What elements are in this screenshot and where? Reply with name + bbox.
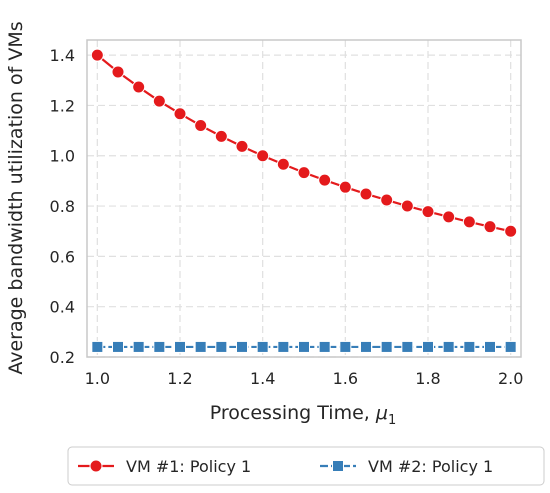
x-axis-label-subscript: 1 — [388, 413, 396, 428]
data-point — [112, 340, 124, 353]
data-point — [484, 340, 496, 353]
data-point — [360, 340, 372, 353]
data-point — [338, 180, 352, 194]
y-tick-label: 1.0 — [50, 147, 75, 166]
series-2 — [91, 340, 517, 353]
grid — [87, 40, 521, 358]
legend-label: VM #1: Policy 1 — [126, 457, 251, 476]
legend-label: VM #2: Policy 1 — [368, 457, 493, 476]
legend-entry-1: VM #1: Policy 1 — [78, 457, 251, 476]
data-point — [90, 48, 104, 62]
data-point — [462, 215, 476, 229]
data-point — [256, 149, 270, 163]
data-point — [318, 340, 331, 353]
data-point — [400, 199, 414, 213]
tick-labels: 1.0 1.2 1.4 1.6 1.8 2.0 0.2 0.4 0.6 0.8 1.0 1.2 1.4 — [50, 46, 524, 388]
data-point — [442, 210, 456, 224]
data-point — [504, 340, 517, 353]
x-axis-label: Processing Time, μ1 — [210, 402, 396, 428]
x-axis-label-text: Processing Time, — [210, 402, 376, 424]
legend-marker — [332, 460, 344, 472]
data-point — [256, 340, 269, 353]
series-line — [96, 54, 511, 233]
data-point — [380, 193, 394, 207]
data-point — [483, 220, 497, 234]
data-point — [463, 340, 476, 353]
legend: VM #1: Policy 1 VM #2: Policy 1 — [67, 446, 545, 486]
data-point — [276, 157, 290, 171]
data-point — [153, 340, 166, 353]
data-point — [504, 224, 518, 238]
data-point — [298, 340, 310, 353]
legend-frame — [67, 446, 545, 486]
series-1 — [90, 48, 518, 238]
data-point — [277, 340, 290, 353]
y-tick-label: 1.4 — [50, 46, 75, 65]
data-point — [173, 107, 187, 121]
data-point — [215, 340, 228, 353]
data-point — [194, 119, 208, 133]
y-tick-label: 0.6 — [50, 247, 75, 266]
x-tick-label: 2.0 — [498, 369, 523, 388]
data-point — [401, 340, 414, 353]
data-point — [194, 340, 207, 353]
data-point — [132, 340, 145, 353]
data-point — [214, 129, 228, 143]
y-axis-label: Average bandwidth utilization of VMs — [5, 21, 27, 374]
legend-entry-2: VM #2: Policy 1 — [320, 457, 493, 476]
data-point — [91, 340, 104, 353]
y-tick-label: 0.8 — [50, 197, 75, 216]
plot-frame — [86, 39, 522, 358]
series-layer — [90, 48, 518, 353]
data-point — [152, 94, 166, 108]
data-point — [235, 139, 249, 153]
x-axis-label-symbol: μ — [375, 402, 388, 424]
data-point — [318, 173, 332, 187]
data-point — [380, 340, 393, 353]
data-point — [174, 340, 186, 353]
x-tick-label: 1.2 — [167, 369, 192, 388]
y-tick-label: 1.2 — [50, 96, 75, 115]
y-tick-label: 0.2 — [50, 348, 75, 367]
x-tick-label: 1.0 — [85, 369, 110, 388]
x-tick-label: 1.6 — [333, 369, 358, 388]
data-point — [111, 65, 125, 79]
data-point — [359, 187, 373, 201]
x-tick-label: 1.8 — [415, 369, 440, 388]
data-point — [297, 166, 311, 180]
legend-marker — [89, 459, 103, 473]
x-tick-label: 1.4 — [250, 369, 275, 388]
y-tick-label: 0.4 — [50, 298, 75, 317]
data-point — [236, 340, 248, 353]
data-point — [442, 340, 455, 353]
data-point — [422, 340, 434, 353]
data-point — [339, 340, 352, 353]
data-point — [132, 80, 146, 94]
data-point — [421, 205, 435, 219]
